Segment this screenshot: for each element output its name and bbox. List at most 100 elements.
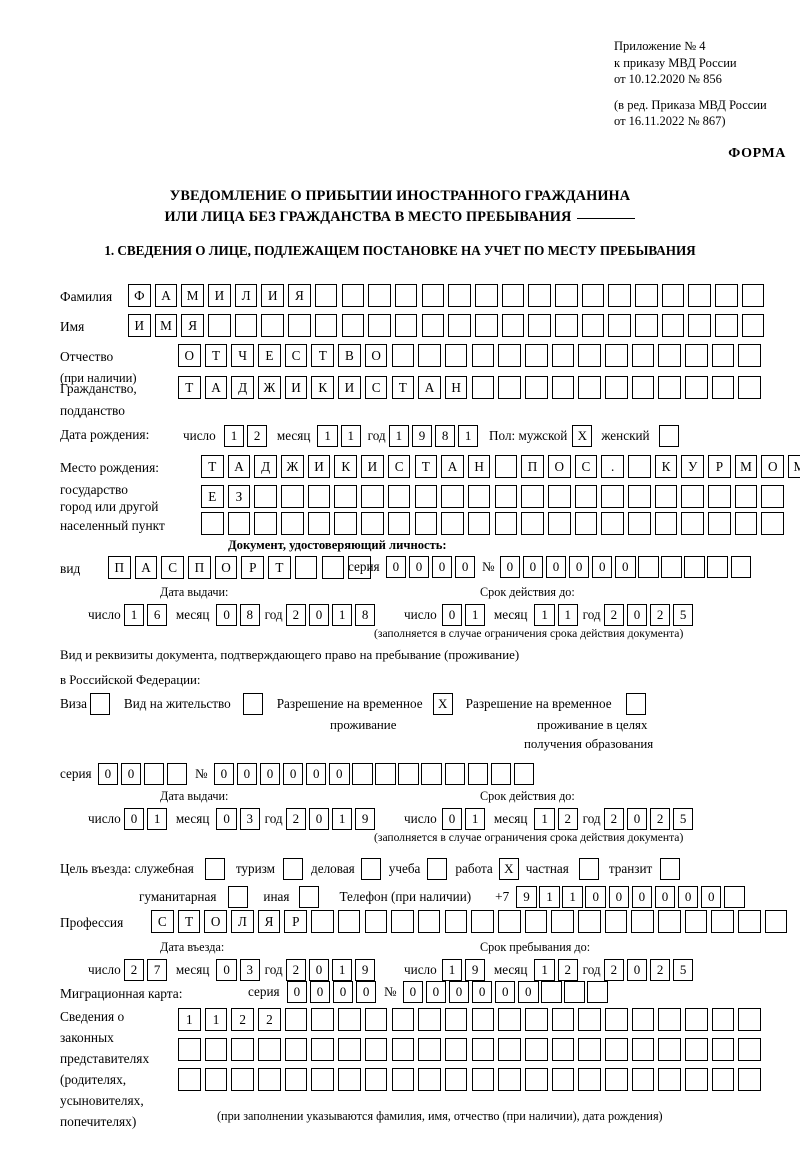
firstname-cell-5[interactable] (234, 314, 258, 337)
citizenship-cell-6[interactable]: К (311, 376, 335, 399)
citizenship-cell-15[interactable] (551, 376, 575, 399)
mig-series-cell-2[interactable]: 0 (309, 981, 331, 1003)
birthplace-state-cell-11[interactable]: Н (467, 455, 491, 478)
legal-rep-r2-cell-6[interactable] (311, 1038, 335, 1061)
phone-cell-6[interactable]: 0 (631, 886, 653, 908)
birthplace-state-cell-5[interactable]: И (307, 455, 331, 478)
patronymic-cell-21[interactable] (711, 344, 735, 367)
phone-cell-3[interactable]: 1 (562, 886, 583, 908)
birth-year-cell-4[interactable]: 1 (457, 425, 479, 447)
birthplace-city-r1-cell-4[interactable] (281, 485, 304, 508)
patronymic-cell-10[interactable] (418, 344, 441, 367)
legal-rep-r3-cell-3[interactable] (231, 1068, 254, 1091)
citizenship-cell-20[interactable] (685, 376, 708, 399)
legal-rep-r3-cell-18[interactable] (631, 1068, 655, 1091)
permit-issue-day-cell-1[interactable]: 0 (123, 808, 145, 830)
birthplace-city-r1-cell-17[interactable] (628, 485, 651, 508)
entry-year-cell-3[interactable]: 1 (331, 959, 353, 981)
purpose-study-checkbox[interactable] (427, 858, 448, 880)
doc-valid-year-cell-4[interactable]: 5 (672, 604, 694, 626)
firstname-cell-10[interactable] (368, 314, 391, 337)
permit-number-cell-13[interactable] (490, 763, 512, 785)
doc-issue-year-cell-1[interactable]: 2 (285, 604, 307, 626)
stay-year-cell-2[interactable]: 0 (626, 959, 648, 981)
citizenship-cell-11[interactable]: Н (444, 376, 468, 399)
patronymic-cell-3[interactable]: Ч (231, 344, 254, 367)
permit-number-cell-14[interactable] (513, 763, 535, 785)
birthplace-city-r1-cell-8[interactable] (387, 485, 411, 508)
birthplace-city-r2-cell-4[interactable] (281, 512, 304, 535)
entry-day-cell-2[interactable]: 7 (146, 959, 168, 981)
legal-rep-r3-cell-9[interactable] (391, 1068, 415, 1091)
doc-valid-date-group[interactable]: число 0 1 месяц 1 1 год 2 0 2 5 (404, 604, 696, 626)
birthplace-city-r1-cell-3[interactable] (254, 485, 277, 508)
permit-valid-year-cell-4[interactable]: 5 (672, 808, 694, 830)
legal-rep-r2-cell-19[interactable] (658, 1038, 681, 1061)
firstname-cell-19[interactable] (608, 314, 631, 337)
legal-rep-r1-cell-6[interactable] (311, 1008, 335, 1031)
mig-number-cell-5[interactable]: 0 (494, 981, 516, 1003)
permit-issue-year-cell-1[interactable]: 2 (285, 808, 307, 830)
legal-rep-r3-cell-10[interactable] (418, 1068, 441, 1091)
legal-rep-r2-cell-12[interactable] (471, 1038, 495, 1061)
legal-rep-r1-cell-10[interactable] (418, 1008, 441, 1031)
doc-number-cell-5[interactable]: 0 (591, 556, 613, 578)
firstname-cell-3[interactable]: Я (181, 314, 204, 337)
legal-rep-r2-cell-9[interactable] (391, 1038, 415, 1061)
legal-rep-r1-cell-1[interactable]: 1 (178, 1008, 201, 1031)
firstname-cell-12[interactable] (421, 314, 445, 337)
firstname-cell-11[interactable] (394, 314, 418, 337)
firstname-cell-16[interactable] (528, 314, 551, 337)
doc-valid-month-cell-1[interactable]: 1 (534, 604, 555, 626)
profession-cell-9[interactable] (364, 910, 388, 933)
patronymic-cell-8[interactable]: О (364, 344, 388, 367)
permit-valid-day-cell-2[interactable]: 1 (464, 808, 486, 830)
permit-number-cell-6[interactable]: 0 (329, 763, 350, 785)
phone-cell-5[interactable]: 0 (608, 886, 630, 908)
surname-cell-20[interactable] (635, 284, 658, 307)
legal-rep-r1-cell-11[interactable] (444, 1008, 468, 1031)
legal-rep-r2-cell-2[interactable] (204, 1038, 228, 1061)
surname-cell-24[interactable] (741, 284, 765, 307)
patronymic-cell-17[interactable] (605, 344, 628, 367)
legal-rep-r3-cell-13[interactable] (498, 1068, 521, 1091)
stay-day-cell-2[interactable]: 9 (464, 959, 486, 981)
citizenship-cell-16[interactable] (578, 376, 601, 399)
birthplace-city-r2-cell-11[interactable] (467, 512, 491, 535)
doc-type-cell-10[interactable] (348, 556, 371, 579)
firstname-cell-8[interactable] (314, 314, 338, 337)
birthplace-city-r1-cell-13[interactable] (521, 485, 544, 508)
permit-valid-month-cell-1[interactable]: 1 (534, 808, 555, 830)
legal-rep-r2-cell-16[interactable] (578, 1038, 601, 1061)
legal-rep-r1-cell-18[interactable] (631, 1008, 655, 1031)
birthplace-city-r1-cell-2[interactable]: З (227, 485, 251, 508)
birthplace-state-cell-13[interactable]: П (521, 455, 544, 478)
profession-cell-23[interactable] (738, 910, 761, 933)
citizenship-cell-21[interactable] (711, 376, 735, 399)
doc-number-cell-4[interactable]: 0 (568, 556, 590, 578)
birthplace-state-cell-22[interactable]: О (761, 455, 785, 478)
doc-issue-day-cell-1[interactable]: 1 (123, 604, 145, 626)
legal-rep-r3-cell-17[interactable] (605, 1068, 628, 1091)
birthplace-state-cell-16[interactable]: . (601, 455, 624, 478)
birthplace-city-r2-cell-5[interactable] (307, 512, 331, 535)
birthplace-city-r2-cell-14[interactable] (547, 512, 571, 535)
citizenship-cell-7[interactable]: И (338, 376, 361, 399)
surname-cell-19[interactable] (608, 284, 631, 307)
surname-cell-8[interactable] (314, 284, 338, 307)
sex-female-checkbox[interactable] (658, 425, 679, 447)
entry-purpose-group[interactable]: Цель въезда: служебная туризм деловая уч… (60, 858, 681, 880)
entry-date-group[interactable]: число 2 7 месяц 0 3 год 2 0 1 9 (88, 959, 378, 981)
legal-rep-r1-cell-2[interactable]: 1 (204, 1008, 228, 1031)
birthplace-city-r1-cell-21[interactable] (734, 485, 758, 508)
patronymic-cell-19[interactable] (658, 344, 681, 367)
sex-male-checkbox[interactable]: X (572, 425, 593, 447)
legal-rep-r2-cell-14[interactable] (524, 1038, 548, 1061)
birthplace-state-cell-15[interactable]: С (574, 455, 598, 478)
purpose-work-checkbox[interactable]: X (498, 858, 519, 880)
permit-series-cell-4[interactable] (166, 763, 188, 785)
purpose-business-checkbox[interactable] (360, 858, 381, 880)
citizenship-cell-19[interactable] (658, 376, 681, 399)
